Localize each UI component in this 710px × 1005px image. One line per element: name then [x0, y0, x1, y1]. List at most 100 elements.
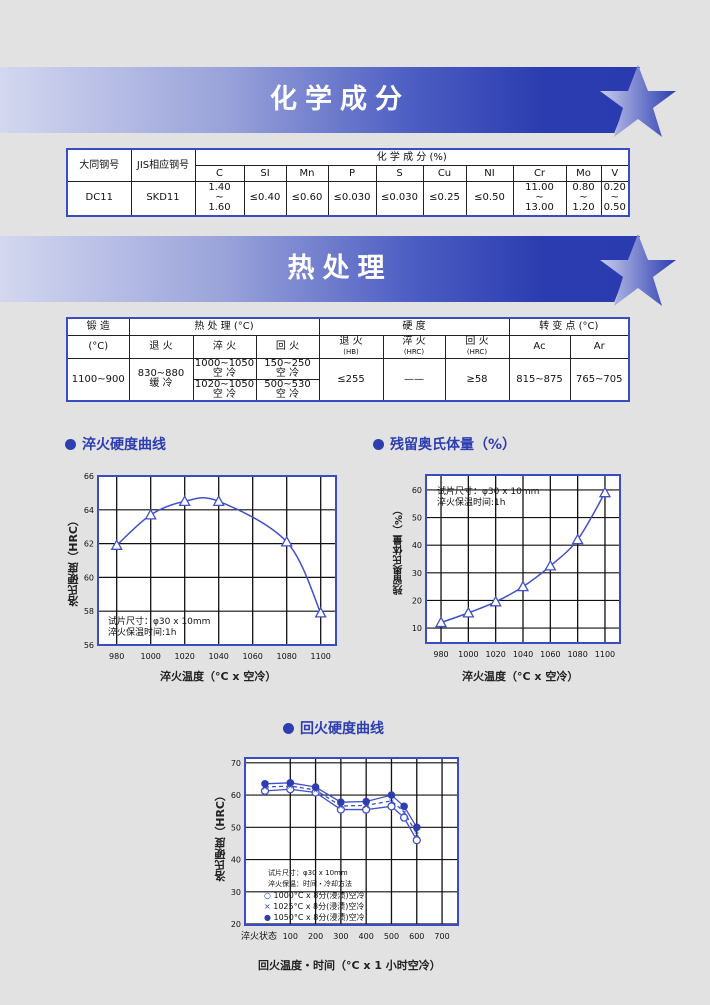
- hrc-temper-value: ≥58: [444, 357, 510, 402]
- y-tick-label: 30: [412, 569, 422, 578]
- x-tick-label: 400: [359, 932, 374, 941]
- note: 试片尺寸：φ30 x 10mm: [437, 487, 540, 497]
- heat-section-title: 热处理: [287, 253, 393, 284]
- y-tick-label: 20: [412, 596, 422, 605]
- y-tick-label: 66: [84, 472, 94, 481]
- chart1-title: 淬火硬度曲线: [65, 434, 166, 454]
- table-row: DC11 SKD11 1.40 ~ 1.60 ≤0.40 ≤0.60 ≤0.030 ≤0.0…: [66, 180, 630, 217]
- temper-value: 500~530 空 冷: [255, 378, 320, 402]
- cell-mo: 0.80 ~ 1.20: [565, 180, 602, 217]
- data-point: ×: [388, 797, 395, 806]
- data-point: [544, 559, 557, 571]
- data-point: ×: [401, 808, 408, 817]
- cell-ni: ≤0.50: [465, 180, 514, 217]
- legend-item: ● 1050°C x 8分(浸渍)空冷: [264, 912, 365, 923]
- data-point: [412, 836, 421, 845]
- x-tick-label: 700: [434, 932, 449, 941]
- data-point: [598, 486, 612, 498]
- x-tick-label: 淬火状态: [241, 930, 277, 942]
- data-point: [212, 495, 225, 507]
- cell-mn: ≤0.60: [285, 180, 329, 217]
- data-point: [489, 595, 502, 607]
- open-circle-icon: ○: [264, 891, 271, 900]
- chart2-notes: 试片尺寸：φ30 x 10mm 淬火保温时间:1h: [437, 487, 539, 509]
- star-icon: [600, 65, 676, 137]
- unit: (HB): [343, 347, 359, 356]
- label: 退 火: [339, 335, 363, 347]
- y-tick-label: 70: [231, 759, 241, 768]
- data-point: [434, 616, 448, 628]
- chemical-composition-table: 大同钢号 JIS相应钢号化 学 成 分 (%) C SI Mn P S Cu NI Cr Mo V …: [66, 148, 630, 217]
- x-tick-label: 1000: [458, 650, 478, 659]
- data-point: [362, 797, 370, 806]
- data-point: [516, 580, 530, 592]
- cell-p: ≤0.030: [327, 180, 377, 217]
- title-text: 回火硬度曲线: [300, 721, 384, 737]
- data-point: [387, 791, 396, 799]
- chart2-xlabel: 淬火温度（°C x 空冷）: [462, 670, 579, 683]
- data-point: [462, 606, 475, 618]
- x-tick-label: 300: [333, 932, 348, 941]
- bullet-icon: [65, 438, 76, 450]
- data-point: ×: [413, 830, 420, 839]
- cell-s: ≤0.030: [375, 180, 424, 217]
- data-point: [280, 535, 293, 547]
- title-text: 淬火硬度曲线: [82, 437, 166, 453]
- data-point: [178, 495, 191, 507]
- y-tick-label: 10: [412, 624, 422, 633]
- cell-jis: SKD11: [130, 180, 196, 217]
- data-point: [412, 823, 421, 832]
- data-point: [311, 783, 320, 791]
- note: 试片尺寸：φ30 x 10mm: [268, 869, 348, 877]
- heat-banner: [0, 236, 640, 302]
- x-tick-label: 980: [109, 652, 124, 661]
- x-tick-label: 1000: [141, 652, 161, 661]
- chart2-ylabel: 残留奥氏体量（%）: [394, 505, 405, 596]
- cell-c: 1.40 ~ 1.60: [194, 180, 245, 217]
- star-icon: [600, 234, 676, 306]
- x-tick-label: 1100: [595, 650, 615, 659]
- y-tick-label: 62: [84, 540, 94, 549]
- data-point: [314, 606, 327, 618]
- note: 淬火保温时间:1h: [437, 498, 506, 508]
- y-tick-label: 64: [84, 506, 94, 515]
- data-point: [362, 805, 371, 814]
- x-tick-label: 1080: [567, 650, 587, 659]
- chem-section-title: 化学成分: [270, 84, 410, 115]
- legend-item: × 1025°C x 8分(浸渍)空冷: [264, 901, 365, 912]
- x-tick-label: 1040: [513, 650, 533, 659]
- cell-cr: 11.00 ~ 13.00: [512, 180, 567, 217]
- legend-item: ○ 1000°C x 8分(浸渍)空冷: [264, 890, 365, 901]
- chart3-title: 回火硬度曲线: [283, 718, 384, 738]
- x-tick-label: 1060: [243, 652, 263, 661]
- plot-border: [244, 757, 459, 926]
- data-point: [387, 802, 396, 811]
- chart3-legend: 试片尺寸：φ30 x 10mm 淬火保温：时间・冷却方法 ○ 1000°C x …: [264, 868, 365, 923]
- unit: (HRC): [466, 347, 488, 356]
- x-marker-icon: ×: [264, 902, 271, 911]
- x-tick-label: 980: [433, 650, 448, 659]
- title-text: 残留奥氏体量（%）: [390, 437, 517, 453]
- y-tick-label: 20: [231, 920, 241, 929]
- label: 淬 火: [402, 335, 426, 347]
- y-tick-label: 60: [84, 573, 94, 582]
- y-tick-label: 30: [231, 888, 241, 897]
- chart1-ylabel: 洛氏硬度（HRC）: [67, 515, 80, 607]
- chart3-ylabel: 洛氏硬度（HRC）: [214, 790, 227, 882]
- bullet-icon: [283, 722, 294, 734]
- data-point: [144, 508, 157, 520]
- heat-treatment-table: 锻 造热 处 理 (°C) 硬 度转 变 点 (°C) (°C) 退 火淬 火回 火…: [66, 317, 630, 402]
- data-point: [571, 533, 584, 545]
- x-tick-label: 1020: [175, 652, 195, 661]
- x-tick-label: 1020: [485, 650, 505, 659]
- note: 淬火保温：时间・冷却方法: [268, 880, 352, 888]
- chart2-title: 残留奥氏体量（%）: [373, 434, 516, 454]
- legend-label: 1000°C x 8分(浸渍)空冷: [273, 891, 365, 900]
- y-tick-label: 40: [412, 541, 422, 550]
- data-point: ×: [338, 802, 345, 811]
- table-row: 1020~1050 空 冷 500~530 空 冷: [67, 378, 629, 402]
- ar-value: 765~705: [569, 357, 630, 402]
- cell-si: ≤0.40: [243, 180, 287, 217]
- data-point: [261, 779, 269, 788]
